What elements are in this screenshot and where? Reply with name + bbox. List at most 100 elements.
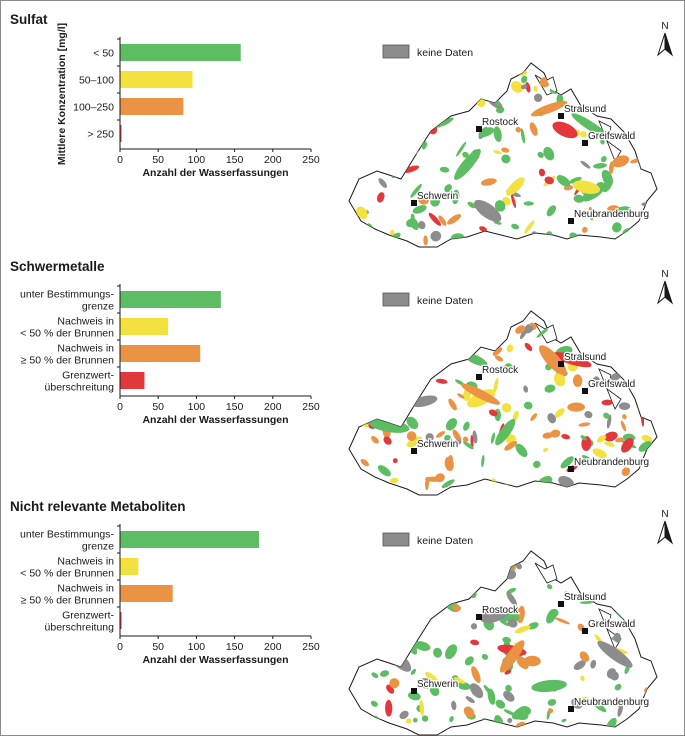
city-label: Stralsund <box>564 592 606 603</box>
catchment-area <box>533 93 543 103</box>
city-label: Rostock <box>482 117 519 128</box>
catchment-area <box>542 432 553 439</box>
catchment-area <box>572 180 601 195</box>
catchment-area <box>410 183 422 198</box>
catchment-area <box>514 625 531 634</box>
catchment-area <box>495 699 506 709</box>
catchment-area <box>499 640 525 673</box>
catchment-area <box>405 82 410 92</box>
catchment-area <box>515 562 522 570</box>
catchment-area <box>552 121 578 139</box>
x-tick-label: 50 <box>152 401 164 413</box>
catchment-area <box>523 401 533 410</box>
map: keine Daten N Stralsund Rostock Greifswald Sc… <box>348 21 674 248</box>
panel-metaboliten: Nicht relevante Metaboliten unter Bestimm… <box>1 496 684 736</box>
coastline <box>534 322 558 344</box>
catchment-area <box>579 651 590 663</box>
catchment-area <box>355 641 364 650</box>
catchment-area <box>515 126 521 133</box>
category-label: 100–250 <box>73 102 114 114</box>
catchment-area <box>430 230 442 242</box>
catchment-area <box>464 318 469 334</box>
catchment-area <box>409 329 414 333</box>
catchment-area <box>615 579 626 584</box>
catchment-area <box>456 681 471 690</box>
catchment-area <box>466 89 480 96</box>
coastline <box>534 562 558 584</box>
catchment-area <box>622 414 627 420</box>
catchment-area <box>359 78 369 89</box>
catchment-area <box>418 220 426 230</box>
catchment-area <box>460 383 501 405</box>
catchment-area <box>454 148 481 180</box>
catchment-area <box>452 604 461 612</box>
catchment-area <box>578 422 591 427</box>
catchment-area <box>465 696 475 704</box>
catchment-area <box>501 621 511 627</box>
catchment-area <box>525 82 531 93</box>
catchment-area <box>464 656 474 666</box>
catchment-area <box>376 114 384 122</box>
bar-0 <box>120 44 241 61</box>
catchment-area <box>467 201 476 209</box>
category-label: Nachweis in < 50 % der Brunnen <box>20 556 114 580</box>
catchment-area <box>604 431 618 442</box>
catchment-area <box>470 623 478 630</box>
catchment-area <box>494 355 504 362</box>
catchment-area <box>593 163 607 169</box>
catchment-area <box>462 151 469 158</box>
catchment-area <box>560 456 574 469</box>
city-marker <box>411 688 417 694</box>
catchment-area <box>539 345 567 376</box>
catchment-area <box>406 591 415 608</box>
catchment-area <box>638 710 647 724</box>
x-tick-label: 100 <box>188 401 206 413</box>
catchment-area <box>609 561 620 569</box>
catchment-area <box>553 372 566 387</box>
catchment-area <box>632 334 641 342</box>
catchment-area <box>412 717 418 723</box>
north-arrow-icon <box>664 280 674 305</box>
catchment-area <box>480 178 497 186</box>
catchment-area <box>404 569 416 581</box>
catchment-area <box>584 411 593 419</box>
catchment-area <box>406 618 417 629</box>
catchment-area <box>612 84 623 92</box>
catchment-area <box>444 434 452 442</box>
bar-2 <box>120 345 201 362</box>
catchment-area <box>389 607 394 614</box>
catchment-area <box>527 622 539 630</box>
catchment-area <box>510 193 516 208</box>
city-label: Rostock <box>482 365 519 376</box>
catchment-area <box>606 414 612 429</box>
catchment-area <box>455 141 467 157</box>
catchment-area <box>633 232 645 241</box>
catchment-area <box>638 441 653 452</box>
catchment-area <box>591 325 604 335</box>
city-marker <box>582 628 588 634</box>
catchment-area <box>494 200 506 212</box>
catchment-area <box>580 435 587 441</box>
catchment-area <box>580 160 591 169</box>
catchment-area <box>579 696 589 704</box>
catchment-area <box>622 582 630 590</box>
city-label: Rostock <box>482 605 519 616</box>
catchment-area <box>481 653 489 660</box>
catchment-area <box>412 205 427 214</box>
state-map: Stralsund Rostock Greifswald Schwerin Neubra… <box>348 62 658 248</box>
x-axis-label: Anzahl der Wasserfassungen <box>142 414 288 426</box>
catchment-area <box>558 475 575 489</box>
category-label: Nachweis in ≥ 50 % der Brunnen <box>21 583 114 607</box>
catchment-area <box>529 122 538 136</box>
city-marker <box>568 218 574 224</box>
city-marker <box>558 361 564 367</box>
catchment-area <box>445 418 458 431</box>
catchment-area <box>515 325 526 334</box>
city-marker <box>476 374 482 380</box>
catchment-area <box>430 196 441 207</box>
catchment-area <box>371 435 379 444</box>
catchment-area <box>592 448 607 458</box>
catchment-area <box>642 379 653 389</box>
catchment-area <box>406 416 419 430</box>
catchment-area <box>385 335 391 343</box>
